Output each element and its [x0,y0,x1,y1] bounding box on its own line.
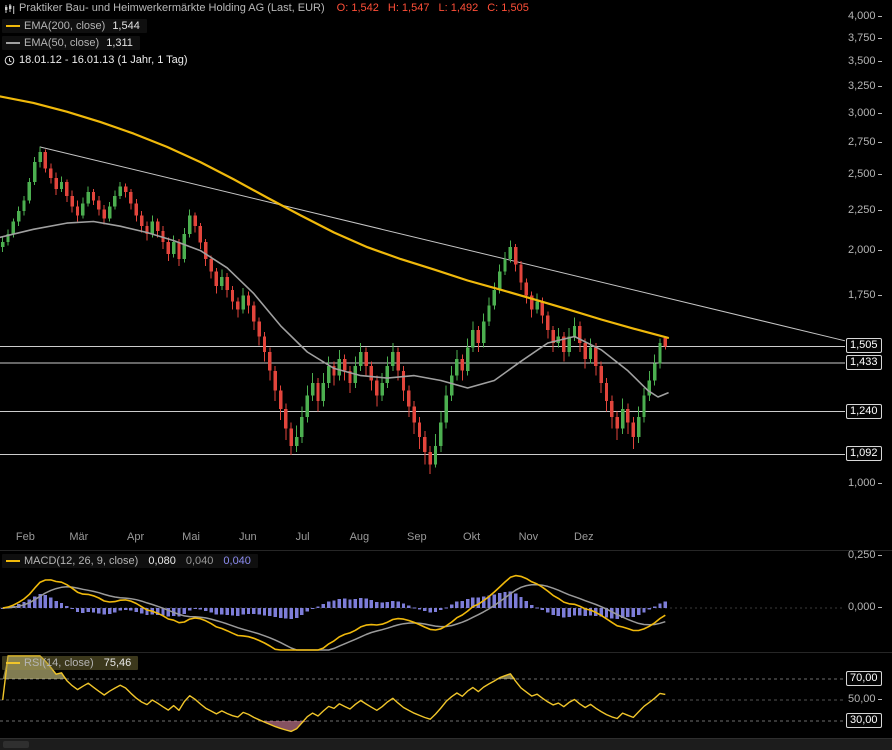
clock-icon [4,55,15,66]
ema200-line [0,95,670,339]
price-axis-tick: 2,000 [848,244,882,257]
price-axis-tick: 2,500 [848,168,882,181]
macd-chart-canvas[interactable] [0,551,892,652]
ohlc-readout: O: 1,542 H: 1,547 L: 1,492 C: 1,505 [337,2,529,14]
x-axis-month-label: Feb [15,531,35,543]
ema200-label: EMA(200, close) [24,20,106,32]
ohlc-open: O: 1,542 [336,2,379,14]
macd-panel: MACD(12, 26, 9, close) 0,080 0,040 0,040… [0,549,892,652]
macd-signal-value: 0,040 [185,555,214,567]
x-axis-month-label: Dez [574,531,594,543]
rsi-swatch [6,662,20,664]
x-axis-month-label: Jul [295,531,310,543]
price-axis-tick: 3,500 [848,55,882,68]
bar-chart-icon [4,3,15,14]
date-range-row: 18.01.12 - 16.01.13 (1 Jahr, 1 Tag) [4,54,188,66]
price-level-tag[interactable]: 1,433 [846,355,882,370]
macd-swatch [6,560,20,562]
price-axis-tick: 4,000 [848,10,882,23]
price-axis-tick: 1,000 [848,477,882,490]
rsi-oversold-fill [2,721,666,732]
ohlc-high: H: 1,547 [387,2,430,14]
rsi-axis: 70,00 50,00 30,00 [845,653,892,738]
price-axis-tick: 2,750 [848,136,882,149]
macd-axis: 0,250 0,000 [845,549,892,652]
legend-ema50[interactable]: EMA(50, close) 1,311 [2,36,140,50]
price-axis-tick: 3,750 [848,32,882,45]
ema200-swatch [6,25,20,27]
ema50-swatch [6,42,20,44]
instrument-title: Praktiker Bau- und Heimwerkermärkte Hold… [19,2,325,14]
price-chart-canvas[interactable] [0,0,892,549]
rsi-chart-canvas[interactable] [0,653,892,738]
x-axis-month-label: Aug [349,531,370,543]
price-level-tag[interactable]: 1,505 [846,338,882,353]
macd-legend[interactable]: MACD(12, 26, 9, close) 0,080 0,040 0,040 [2,554,258,568]
toolbar-grip[interactable] [3,741,29,748]
x-axis-month-label: Jun [238,531,257,543]
trendline[interactable] [39,146,846,342]
macd-label: MACD(12, 26, 9, close) [24,555,139,567]
price-level-lines[interactable] [0,345,845,455]
price-level-tag[interactable]: 1,092 [846,446,882,461]
x-axis-month-label: Nov [518,531,539,543]
price-axis: 4,000 3,750 3,500 3,250 3,000 2,750 2,500 2,250… [845,0,892,549]
candles [1,146,667,475]
bottom-toolbar[interactable] [0,738,892,750]
price-level-tag[interactable]: 1,240 [846,404,882,419]
macd-hist-value: 0,040 [223,555,251,567]
ohlc-close: C: 1,505 [487,2,529,14]
rsi-panel: RSI(14, close) 75,46 70,00 50,00 30,00 [0,652,892,738]
macd-axis-tick: 0,250 [848,549,882,562]
macd-signal-line [2,583,666,651]
x-axis-month-label: Sep [407,531,427,543]
x-axis-month-label: Mai [182,531,200,543]
date-range-text: 18.01.12 - 16.01.13 (1 Jahr, 1 Tag) [19,54,188,66]
ema200-value: 1,544 [112,20,140,32]
x-axis-month-label: Mär [69,531,89,543]
rsi-band-tag[interactable]: 70,00 [846,671,882,686]
price-axis-tick: 1,750 [848,289,882,302]
macd-value: 0,080 [148,555,176,567]
rsi-value: 75,46 [103,657,132,669]
ema50-line [0,220,669,398]
x-axis-month-label: Apr [127,531,145,543]
price-panel: Praktiker Bau- und Heimwerkermärkte Hold… [0,0,892,549]
macd-axis-tick: 0,000 [848,601,882,614]
price-header-row: Praktiker Bau- und Heimwerkermärkte Hold… [4,2,529,14]
rsi-band-tag[interactable]: 30,00 [846,713,882,728]
rsi-label: RSI(14, close) [24,657,94,669]
price-axis-tick: 2,250 [848,204,882,217]
time-axis: Feb Mär Apr Mai Jun Jul Aug Sep Okt Nov Dez [0,529,845,547]
rsi-line [2,655,666,733]
legend-ema200[interactable]: EMA(200, close) 1,544 [2,19,147,33]
price-axis-tick: 3,250 [848,80,882,93]
ohlc-low: L: 1,492 [438,2,479,14]
rsi-legend[interactable]: RSI(14, close) 75,46 [2,656,139,670]
ema50-value: 1,311 [106,37,133,49]
price-axis-tick: 3,000 [848,107,882,120]
rsi-axis-tick: 50,00 [848,693,882,706]
macd-line [2,574,666,651]
x-axis-month-label: Okt [463,531,481,543]
ema50-label: EMA(50, close) [24,37,100,49]
macd-histogram [1,591,667,620]
